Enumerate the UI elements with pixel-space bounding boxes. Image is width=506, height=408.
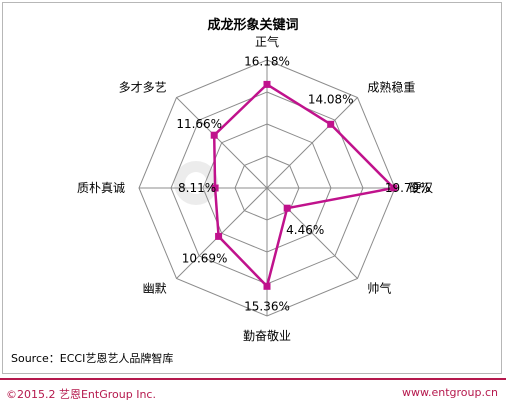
data-point (263, 80, 271, 88)
category-label: 硬汉 (409, 181, 433, 195)
data-label: 10.69% (182, 251, 228, 265)
category-label: 质朴真诚 (77, 180, 125, 195)
website-link[interactable]: www.entgroup.cn (402, 386, 498, 399)
data-label: 14.08% (308, 92, 354, 106)
category-label: 成熟稳重 (367, 80, 415, 95)
source-note: Source：ECCI艺恩艺人品牌智库 (11, 352, 174, 365)
data-point (390, 184, 398, 192)
copyright-text: ©2015.2 艺恩EntGroup Inc. (6, 388, 156, 401)
category-label: 正气 (255, 34, 279, 49)
chart-frame (2, 2, 502, 374)
grid-spoke (266, 187, 358, 279)
grid-spoke (176, 97, 268, 189)
data-point (210, 131, 218, 139)
category-label: 帅气 (367, 280, 391, 295)
chart-title: 成龙形象关键词 (207, 17, 298, 33)
category-label: 勤奋敬业 (243, 329, 291, 343)
data-point (211, 184, 219, 192)
category-label: 幽默 (143, 280, 167, 295)
data-point (215, 232, 223, 240)
data-point (283, 204, 291, 212)
watermark-logo (174, 161, 218, 205)
data-label: 16.18% (244, 54, 290, 68)
data-label: 15.36% (244, 299, 290, 313)
grid-spoke (266, 97, 358, 189)
data-label: 4.46% (286, 223, 324, 237)
data-label: 8.11% (178, 181, 216, 195)
data-label: 11.66% (176, 117, 222, 131)
data-point (327, 120, 335, 128)
data-point (263, 282, 271, 290)
category-label: 多才多艺 (119, 81, 167, 95)
footer-divider (0, 378, 506, 380)
data-label: 19.79% (385, 181, 431, 195)
